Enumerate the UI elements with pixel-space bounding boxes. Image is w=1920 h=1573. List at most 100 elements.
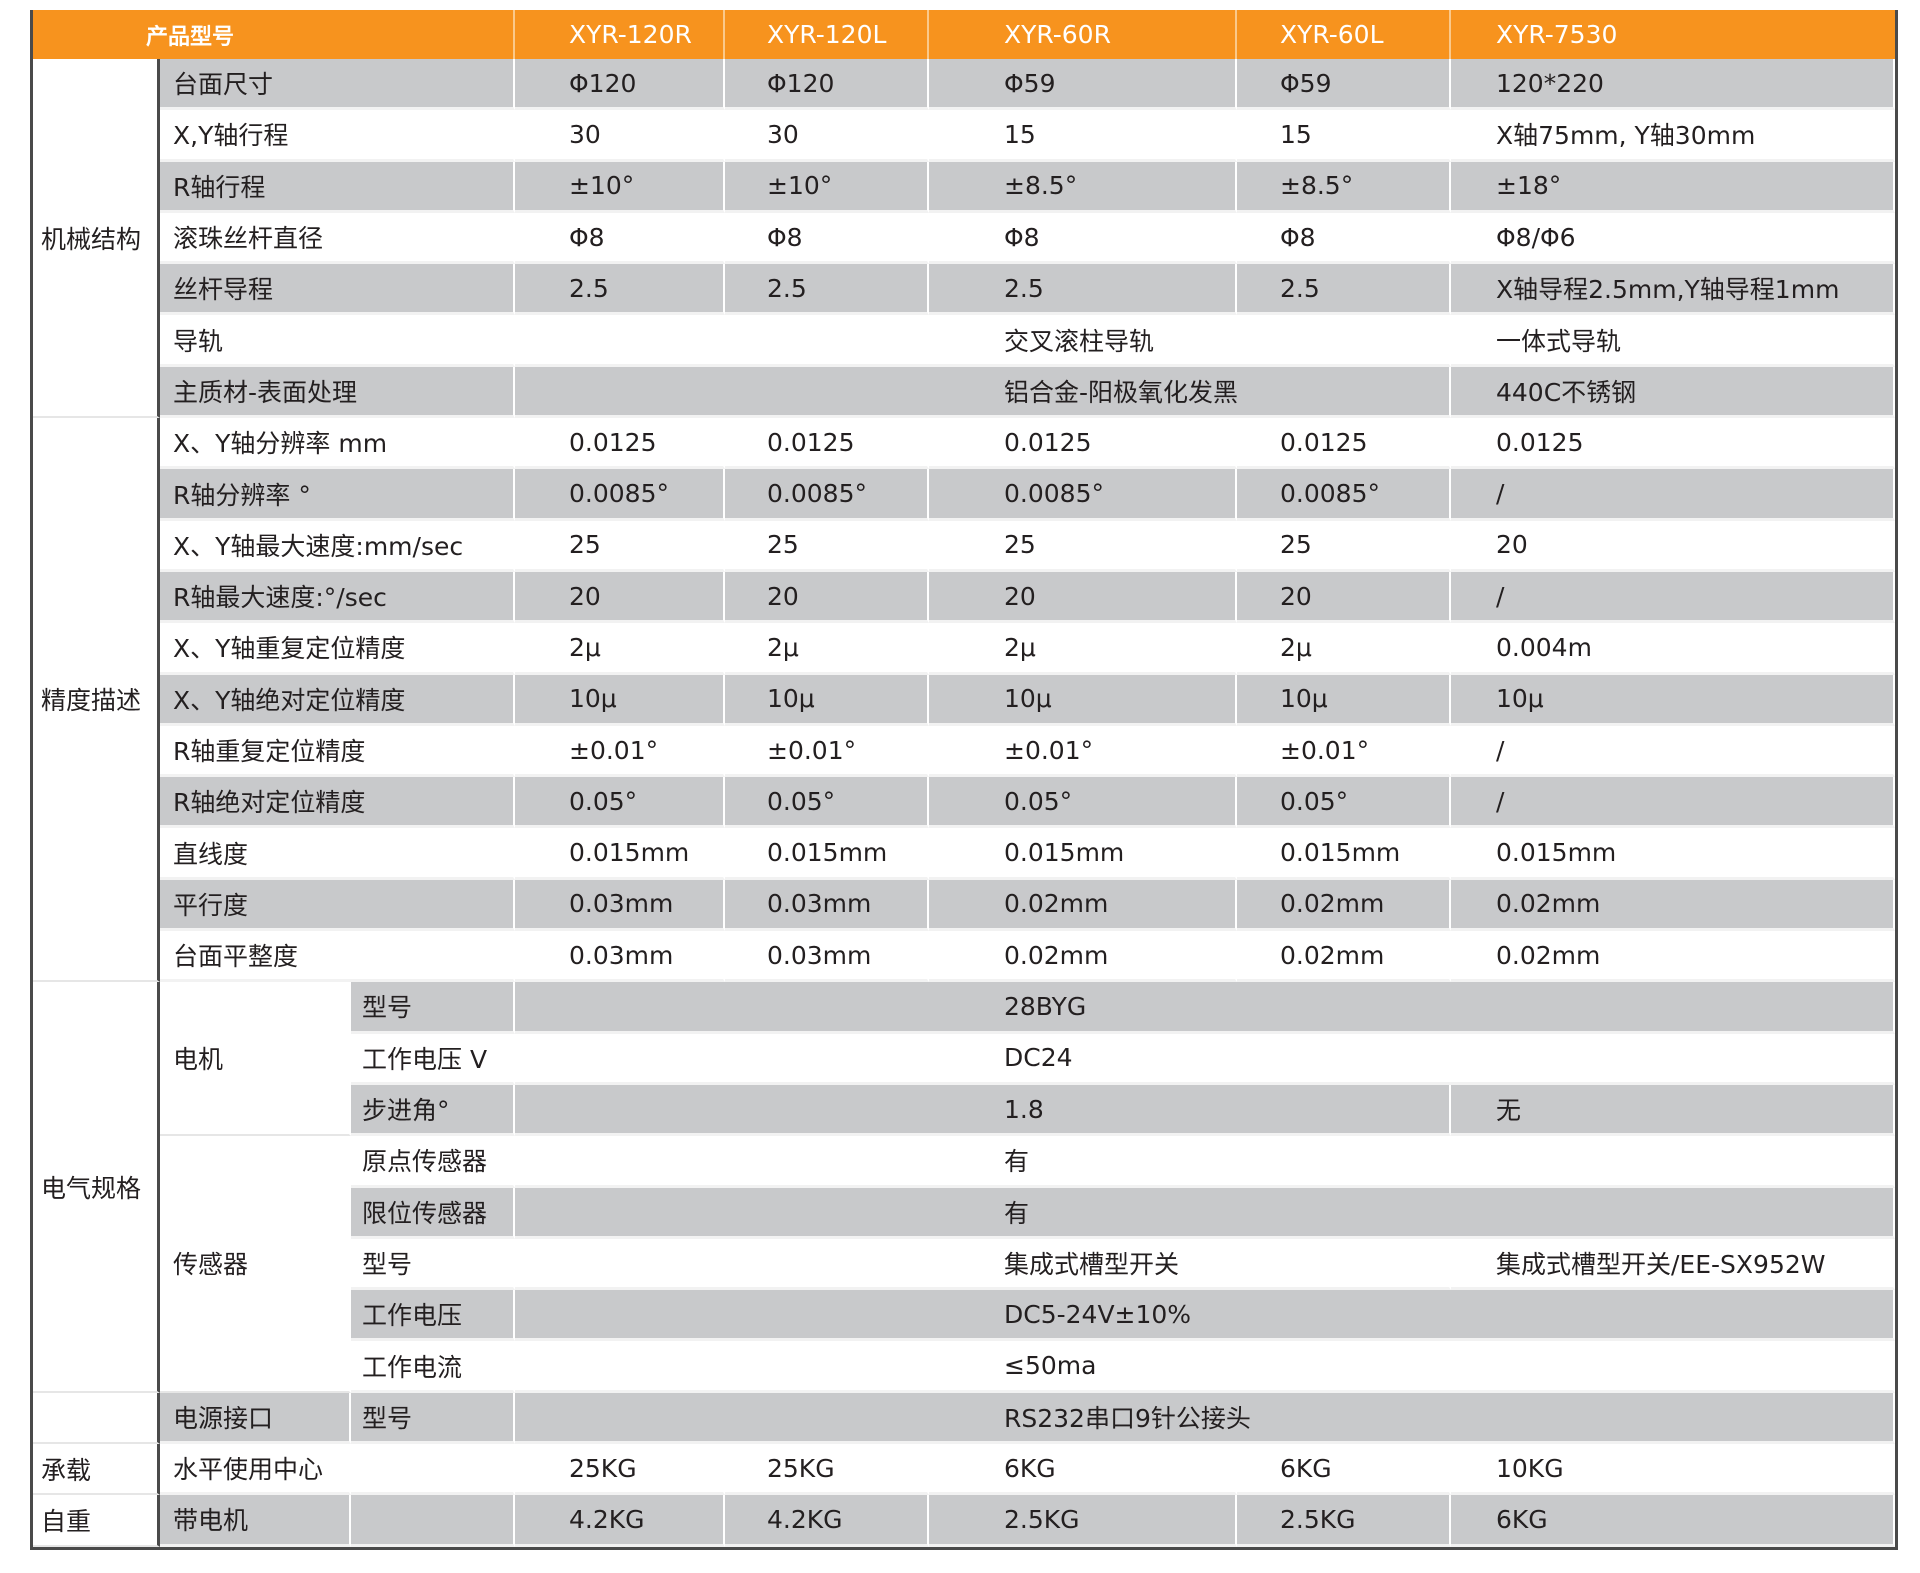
value-cell: 2.5KG (929, 1495, 1237, 1547)
value-cell: 2.5 (929, 264, 1237, 316)
value-cell: 4.2KG (515, 1495, 725, 1547)
value-cell: 2.5KG (1237, 1495, 1451, 1547)
group-electrical: 电气规格 (33, 982, 160, 1393)
value-cell: 30 (515, 110, 725, 162)
subgroup-motor: 电机 (160, 982, 351, 1137)
value-cell: 0.015mm (725, 828, 929, 880)
value-cell: Φ8 (929, 212, 1237, 265)
value-cell: 集成式槽型开关 (515, 1238, 1451, 1291)
value-cell: 20 (1237, 571, 1451, 624)
value-cell: 2.5 (515, 264, 725, 316)
row-sublabel: 步进角° (351, 1084, 515, 1137)
row-label: 丝杆导程 (160, 264, 515, 316)
value-cell: ±8.5° (929, 161, 1237, 213)
header-model: XYR-60R (929, 10, 1237, 59)
value-cell: 0.015mm (1451, 828, 1895, 880)
row-sublabel: 原点传感器 (351, 1136, 515, 1188)
value-cell: 集成式槽型开关/EE-SX952W (1451, 1238, 1895, 1291)
value-cell: / (1451, 777, 1895, 829)
value-cell: 0.02mm (1451, 879, 1895, 932)
value-cell: 25KG (725, 1444, 929, 1496)
row-sublabel: 型号 (351, 1392, 515, 1445)
value-cell: 10μ (725, 674, 929, 726)
subgroup-power: 电源接口 (160, 1392, 351, 1445)
value-cell: 0.03mm (725, 879, 929, 932)
value-cell: 25 (515, 520, 725, 572)
value-cell: ±10° (725, 161, 929, 213)
value-cell: 10μ (515, 674, 725, 726)
value-cell: 0.05° (1237, 777, 1451, 829)
value-cell: 0.0125 (929, 418, 1237, 470)
value-cell: / (1451, 571, 1895, 624)
value-cell: 无 (1451, 1084, 1895, 1137)
value-cell: 30 (725, 110, 929, 162)
value-cell: 0.02mm (1237, 931, 1451, 983)
value-cell: 0.015mm (929, 828, 1237, 880)
row-sublabel: 型号 (351, 982, 515, 1034)
row-label: R轴最大速度:°/sec (160, 571, 515, 624)
value-cell: 0.015mm (1237, 828, 1451, 880)
row-label: 滚珠丝杆直径 (160, 212, 515, 265)
value-cell: 0.0125 (515, 418, 725, 470)
row-sublabel: 工作电压 (351, 1290, 515, 1342)
value-cell: 一体式导轨 (1451, 315, 1895, 367)
value-cell: Φ59 (1237, 59, 1451, 111)
value-cell: ±18° (1451, 161, 1895, 213)
row-label: X、Y轴最大速度:mm/sec (160, 520, 515, 572)
row-sublabel-empty (351, 1444, 515, 1496)
row-sublabel: 型号 (351, 1238, 515, 1291)
header-model: XYR-7530 (1451, 10, 1895, 59)
value-cell: 0.02mm (1237, 879, 1451, 932)
value-cell: 0.02mm (929, 879, 1237, 932)
value-cell: 2.5 (725, 264, 929, 316)
header-model: XYR-60L (1237, 10, 1451, 59)
value-cell: 0.02mm (929, 931, 1237, 983)
value-cell: Φ59 (929, 59, 1237, 111)
value-cell: 10KG (1451, 1444, 1895, 1496)
value-cell: ±0.01° (515, 725, 725, 778)
value-cell: 4.2KG (725, 1495, 929, 1547)
row-label: 平行度 (160, 879, 515, 932)
value-cell: 2.5 (1237, 264, 1451, 316)
row-label: R轴重复定位精度 (160, 725, 515, 778)
value-cell: 6KG (1237, 1444, 1451, 1496)
group-precision: 精度描述 (33, 418, 160, 983)
value-cell: 2μ (929, 623, 1237, 675)
value-cell: 20 (1451, 520, 1895, 572)
value-cell: 25KG (515, 1444, 725, 1496)
row-sublabel: 限位传感器 (351, 1187, 515, 1239)
value-cell: 铝合金-阳极氧化发黑 (515, 366, 1451, 419)
row-label: X、Y轴重复定位精度 (160, 623, 515, 675)
value-cell: 0.0125 (1237, 418, 1451, 470)
value-cell: 6KG (929, 1444, 1237, 1496)
value-cell: 0.05° (725, 777, 929, 829)
row-sublabel-empty (351, 1495, 515, 1547)
value-cell: 10μ (1451, 674, 1895, 726)
value-cell: 15 (1237, 110, 1451, 162)
group-mechanical: 机械结构 (33, 59, 160, 419)
value-cell: 1.8 (515, 1084, 1451, 1137)
row-sublabel: 工作电压 V (351, 1033, 515, 1085)
value-cell: 2μ (725, 623, 929, 675)
value-cell: Φ8 (725, 212, 929, 265)
value-cell: DC24 (515, 1033, 1895, 1085)
value-cell: 0.05° (929, 777, 1237, 829)
header-product-model: 产品型号 (33, 10, 515, 59)
value-cell: 有 (515, 1187, 1895, 1239)
value-cell: 0.0085° (929, 469, 1237, 521)
value-cell: 0.05° (515, 777, 725, 829)
value-cell: 0.015mm (515, 828, 725, 880)
subgroup-sensor: 传感器 (160, 1136, 351, 1393)
value-cell: 0.0125 (725, 418, 929, 470)
row-label: R轴绝对定位精度 (160, 777, 515, 829)
value-cell: 0.03mm (725, 931, 929, 983)
value-cell: 25 (725, 520, 929, 572)
row-label: 主质材-表面处理 (160, 366, 515, 419)
row-label: 直线度 (160, 828, 515, 880)
row-label: R轴行程 (160, 161, 515, 213)
value-cell: X轴导程2.5mm,Y轴导程1mm (1451, 264, 1895, 316)
value-cell: 15 (929, 110, 1237, 162)
value-cell: 120*220 (1451, 59, 1895, 111)
value-cell: / (1451, 725, 1895, 778)
value-cell: 10μ (929, 674, 1237, 726)
